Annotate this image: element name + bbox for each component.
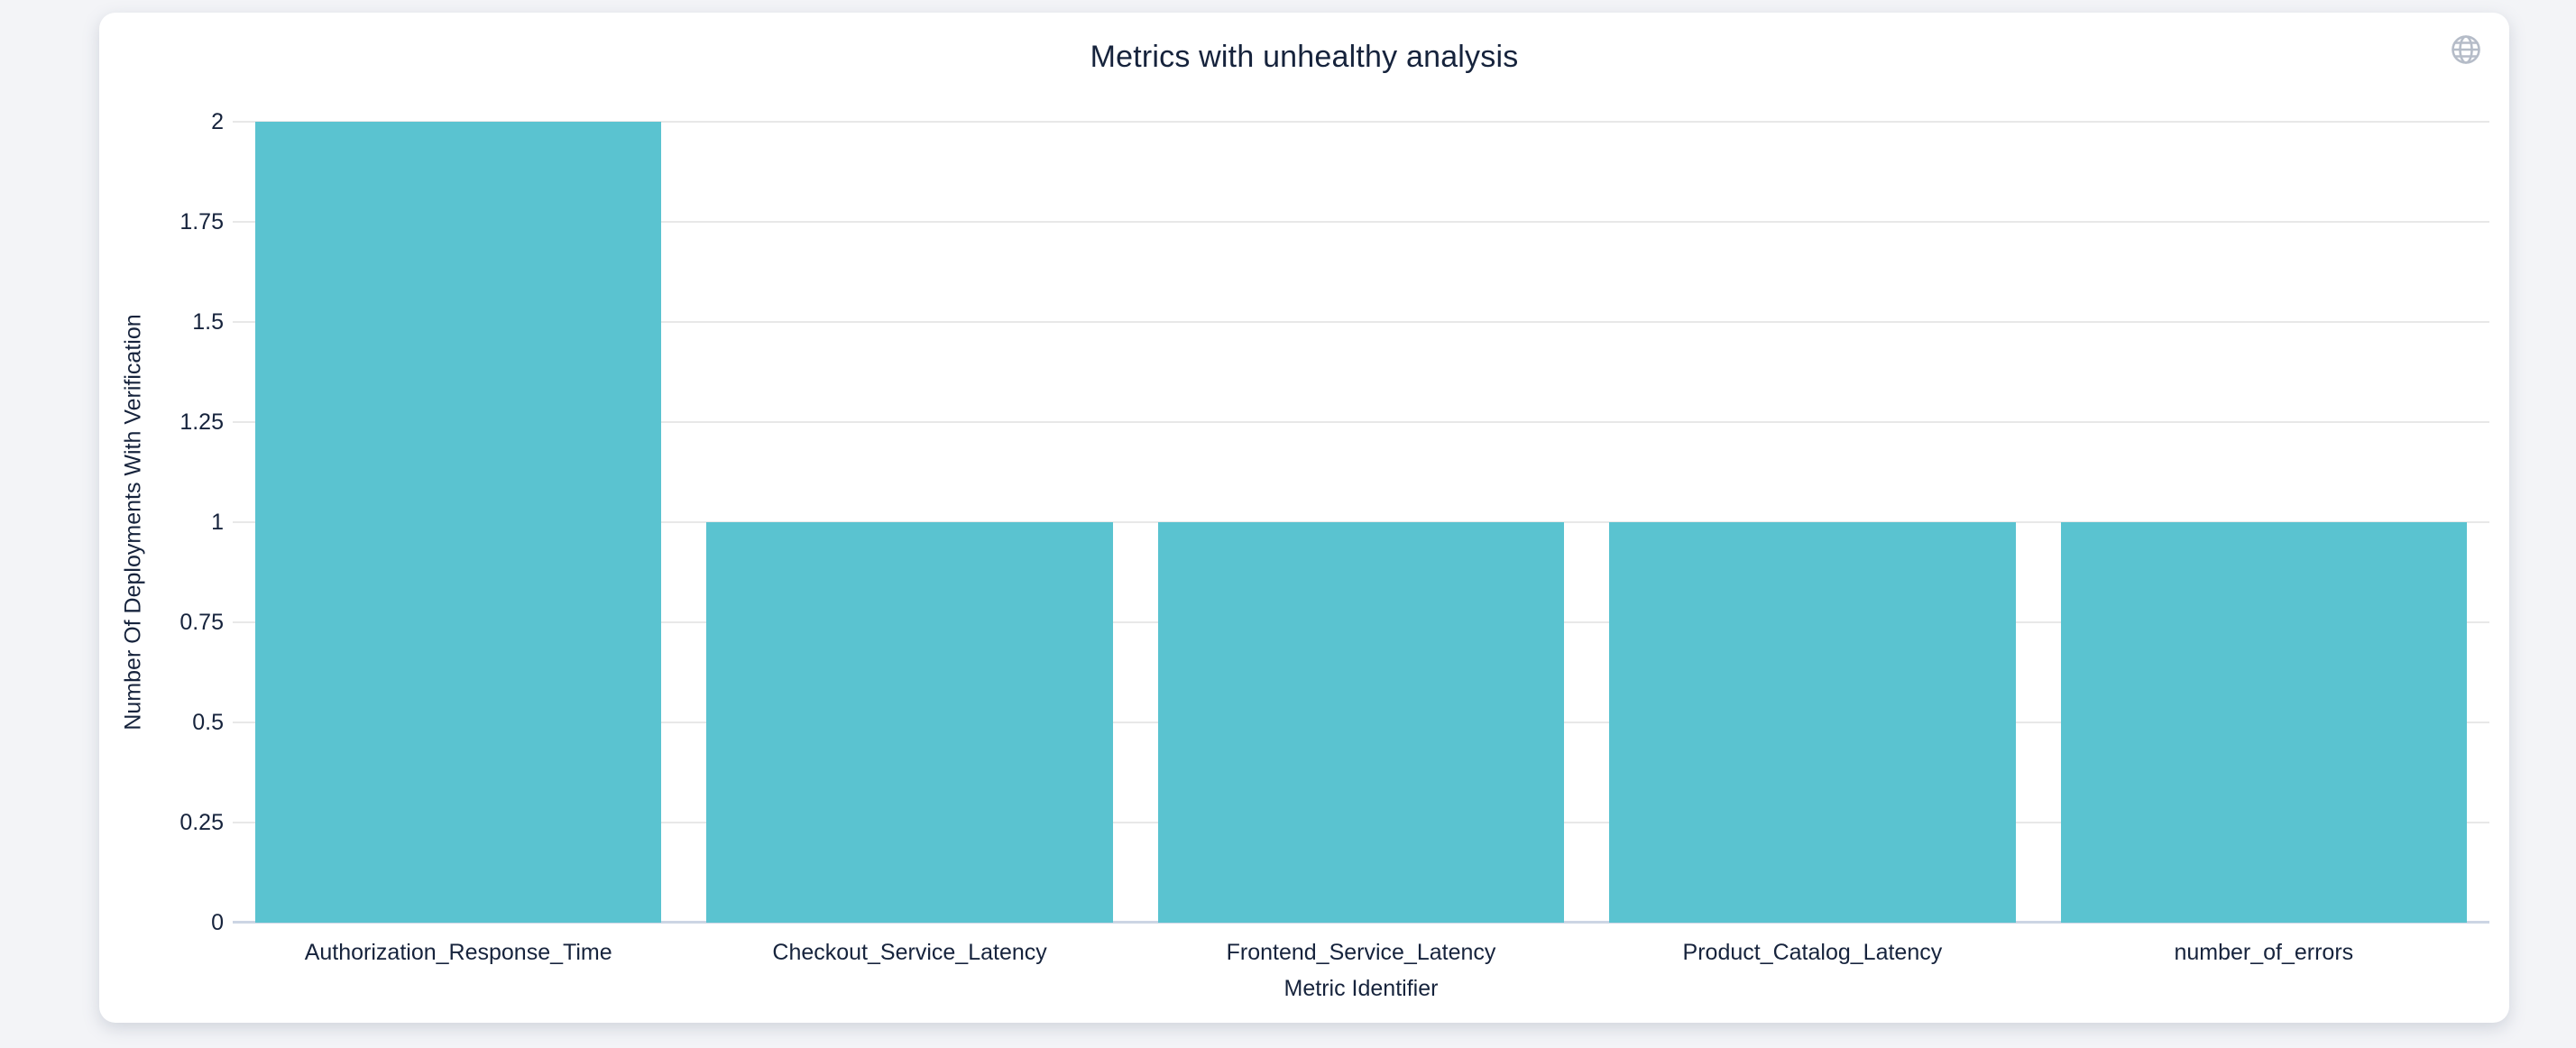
y-tick-label-1.75: 1.75 [179, 209, 224, 234]
bar-number_of_errors[interactable] [2060, 522, 2467, 923]
y-tick-label-0.75: 0.75 [179, 610, 224, 635]
x-tick-label-Product_Catalog_Latency: Product_Catalog_Latency [1682, 940, 1943, 965]
bar-Frontend_Service_Latency[interactable] [1157, 522, 1565, 923]
y-tick-label-0: 0 [211, 910, 224, 935]
bar-Product_Catalog_Latency[interactable] [1609, 522, 2016, 923]
gridline-2 [233, 121, 2489, 123]
y-tick-label-1.5: 1.5 [192, 309, 224, 335]
x-tick-label-Frontend_Service_Latency: Frontend_Service_Latency [1226, 940, 1496, 965]
y-tick-label-0.5: 0.5 [192, 710, 224, 735]
bar-Checkout_Service_Latency[interactable] [706, 522, 1113, 923]
x-tick-label-Checkout_Service_Latency: Checkout_Service_Latency [772, 940, 1047, 965]
plot-area [233, 121, 2489, 924]
chart-title: Metrics with unhealthy analysis [1090, 40, 1519, 74]
gridline-1.5 [233, 321, 2489, 323]
y-tick-label-1: 1 [211, 510, 224, 535]
x-tick-label-number_of_errors: number_of_errors [2174, 940, 2354, 965]
chart-card: Metrics with unhealthy analysis Number O… [99, 13, 2509, 1023]
globe-icon-button[interactable] [2448, 32, 2484, 69]
bar-Authorization_Response_Time[interactable] [255, 122, 662, 923]
y-tick-label-0.25: 0.25 [179, 810, 224, 835]
y-tick-label-1.25: 1.25 [179, 409, 224, 435]
gridline-1.75 [233, 221, 2489, 223]
gridline-1.25 [233, 421, 2489, 423]
x-tick-label-Authorization_Response_Time: Authorization_Response_Time [304, 940, 612, 965]
globe-icon [2452, 34, 2480, 64]
x-axis-title: Metric Identifier [1283, 976, 1439, 1001]
y-tick-label-2: 2 [211, 109, 224, 134]
